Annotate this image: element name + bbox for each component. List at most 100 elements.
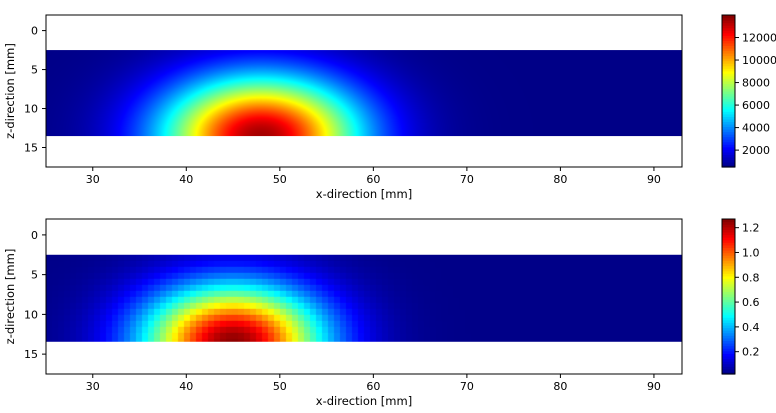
colorbar-segment (722, 361, 735, 365)
colorbar-segment (722, 363, 735, 367)
colorbar-segment (722, 103, 735, 107)
colorbar-segment (722, 237, 735, 241)
axes-frame (45, 218, 683, 375)
x-axis-label: x-direction [mm] (316, 187, 412, 201)
colorbar-segment (722, 80, 735, 84)
colorbar-segment (722, 244, 735, 249)
colorbar-tick-label: 2000 (742, 144, 770, 157)
colorbar-segment (722, 322, 735, 326)
colorbar-segment (722, 32, 735, 36)
colorbar-segment (722, 101, 735, 105)
y-tick-label: 10 (24, 103, 38, 116)
x-tick-label: 50 (273, 380, 287, 393)
colorbar-segment (722, 324, 735, 329)
colorbar-segment (722, 309, 735, 313)
colorbar-segment (722, 93, 735, 97)
colorbar-segment (722, 332, 735, 336)
colorbar-segment (722, 134, 735, 138)
colorbar-segment (722, 345, 735, 349)
colorbar-segment (722, 306, 735, 311)
colorbar-segment (722, 257, 735, 261)
colorbar-segment (722, 73, 735, 77)
heatmap-image (46, 254, 682, 342)
y-tick-label: 10 (24, 308, 38, 321)
colorbar-segment (722, 136, 735, 140)
colorbar-segment (722, 273, 735, 277)
colorbar-segment (722, 15, 735, 19)
colorbar-segment (722, 159, 735, 163)
colorbar-frame (721, 14, 736, 168)
x-tick-label: 50 (273, 173, 287, 186)
colorbar-tick-label: 0.6 (742, 296, 760, 309)
colorbar-segment (722, 131, 735, 135)
colorbar-segment (722, 108, 735, 112)
colorbar-segment (722, 37, 735, 41)
colorbar-segment (722, 231, 735, 236)
colorbar-tick-label: 10000 (742, 54, 776, 67)
colorbar-segment (722, 283, 735, 287)
x-tick-label: 60 (366, 173, 380, 186)
colorbar-segment (722, 106, 735, 110)
heatmap-panel-2: 30 40 50 60 70 80 90 0 5 10 15 x-direction [mm] z-di… (3, 218, 760, 408)
colorbar-segment (722, 226, 735, 230)
x-axis-label: x-direction [mm] (316, 394, 412, 408)
y-axis-label: z-direction [mm] (3, 249, 17, 345)
heatmap-image (46, 50, 682, 137)
colorbar-segment (722, 281, 735, 285)
colorbar-segment (722, 111, 735, 115)
x-tick-label: 90 (647, 380, 661, 393)
colorbar-segment (722, 366, 735, 370)
y-tick-label: 0 (31, 229, 38, 242)
colorbar-segment (722, 299, 735, 303)
colorbar-segment (722, 40, 735, 44)
colorbar-segment (722, 330, 735, 334)
colorbar-segment (722, 314, 735, 318)
colorbar-segment (722, 53, 735, 57)
colorbar-segment (722, 371, 735, 375)
colorbar-segment (722, 161, 735, 166)
colorbar-segment (722, 63, 735, 67)
colorbar-segment (722, 355, 735, 360)
colorbar-segment (722, 270, 735, 274)
colorbar-segment (722, 239, 735, 243)
colorbar-segment (722, 121, 735, 125)
y-tick-label: 5 (31, 269, 38, 282)
colorbar-segment (722, 301, 735, 305)
colorbar-segment (722, 75, 735, 79)
colorbar-segment (722, 156, 735, 160)
colorbar-segment (722, 60, 735, 64)
colorbar-segment (722, 91, 735, 95)
axes-frame (45, 14, 683, 168)
colorbar-segment (722, 146, 735, 150)
x-tick-label: 30 (86, 173, 100, 186)
colorbar-segment (722, 368, 735, 373)
x-tick-label: 70 (460, 380, 474, 393)
colorbar-segment (722, 113, 735, 117)
colorbar-segment (722, 17, 735, 21)
colorbar-segment (722, 224, 735, 228)
colorbar-segment (722, 25, 735, 29)
colorbar-tick-label: 1.2 (742, 222, 760, 235)
colorbar-segment (722, 42, 735, 46)
y-tick-label: 15 (24, 142, 38, 155)
colorbar-segment (722, 50, 735, 54)
colorbar-segment (722, 262, 735, 267)
colorbar-segment (722, 275, 735, 280)
colorbar-segment (722, 141, 735, 145)
colorbar-segment (722, 68, 735, 72)
colorbar-segment (722, 88, 735, 92)
colorbar-tick-label: 1.0 (742, 246, 760, 259)
colorbar-segment (722, 247, 735, 251)
colorbar-segment (722, 27, 735, 31)
colorbar-segment (722, 164, 735, 168)
colorbar-segment (722, 30, 735, 34)
colorbar-tick-label: 0.4 (742, 321, 760, 334)
colorbar-segment (722, 65, 735, 69)
colorbar-tick-label: 0.8 (742, 271, 760, 284)
colorbar-segment (722, 58, 735, 62)
colorbar-segment (722, 350, 735, 354)
x-tick-label: 60 (366, 380, 380, 393)
colorbar-segment (722, 293, 735, 298)
colorbar-segment (722, 252, 735, 256)
colorbar-segment (722, 268, 735, 272)
